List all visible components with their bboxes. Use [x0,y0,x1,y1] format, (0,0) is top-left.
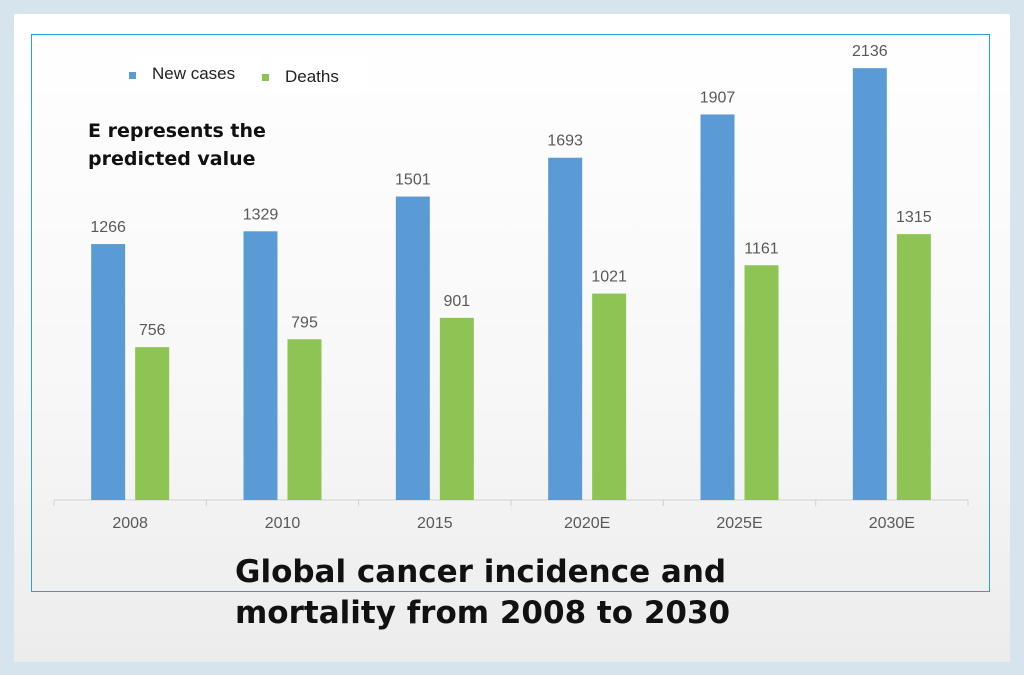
legend-item-deaths: Deaths [262,58,367,94]
legend-swatch-deaths [262,74,269,81]
legend-item-new-cases: New cases [129,55,261,91]
data-label-new-cases: 1501 [395,172,431,189]
data-label-deaths: 795 [291,314,318,331]
data-label-new-cases: 1266 [90,219,126,236]
bar-new-cases [548,157,583,501]
bar-deaths [439,317,474,500]
data-label-deaths: 1021 [591,269,627,286]
legend-label-new-cases: New cases [152,64,236,83]
data-label-deaths: 901 [443,293,470,310]
data-label-new-cases: 1907 [700,89,736,106]
prediction-note: E represents the predicted value [88,120,266,170]
bar-deaths [592,293,627,500]
bar-new-cases [243,231,278,501]
bar-new-cases [395,196,430,500]
data-label-new-cases: 1693 [547,133,583,150]
data-label-new-cases: 1329 [243,206,279,223]
slide-background [14,14,1010,662]
x-tick-label: 2020E [564,515,610,532]
bar-deaths [135,347,170,500]
data-label-deaths: 1161 [744,240,779,257]
legend-label-deaths: Deaths [285,67,339,86]
x-tick-label: 2010 [265,515,301,532]
data-label-deaths: 1315 [896,209,932,226]
x-tick-label: 2015 [417,515,453,532]
data-label-new-cases: 2136 [852,43,888,60]
x-tick-label: 2008 [112,515,148,532]
bar-new-cases [852,68,887,500]
bar-deaths [744,265,779,500]
bar-new-cases [91,244,126,500]
chart-frame [31,34,990,592]
data-label-deaths: 756 [139,322,166,339]
bar-deaths [896,234,931,501]
bar-new-cases [700,114,735,500]
x-tick-label: 2025E [716,515,762,532]
x-tick-label: 2030E [869,515,915,532]
chart-title: Global cancer incidence and mortality fr… [235,554,731,631]
legend-swatch-new-cases [129,72,136,79]
bar-deaths [287,339,322,500]
